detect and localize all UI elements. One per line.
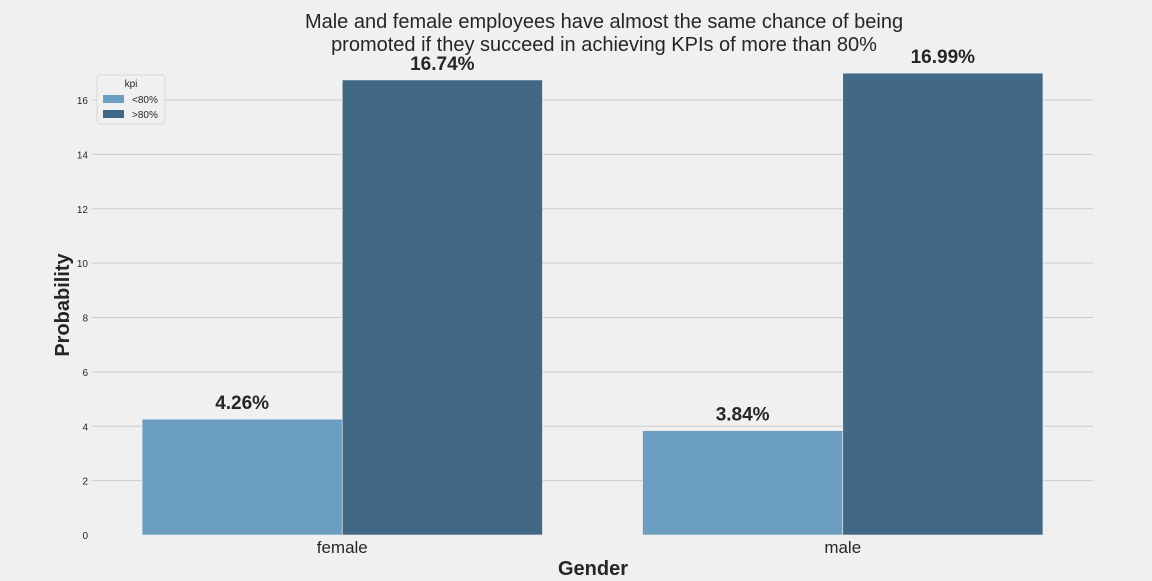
x-tick-labels: female male	[317, 538, 861, 557]
data-label-male-under-80: 3.84%	[716, 405, 770, 426]
chart-title-line-1: Male and female employees have almost th…	[305, 11, 903, 33]
y-tick-label-14: 14	[77, 150, 89, 161]
y-tick-label-0: 0	[82, 531, 88, 542]
y-tick-label-10: 10	[77, 259, 89, 270]
y-tick-label-6: 6	[82, 368, 88, 379]
data-label-female-over-80: 16.74%	[410, 54, 475, 75]
data-label-male-over-80: 16.99%	[911, 47, 976, 68]
legend-entry-under-80: <80%	[132, 95, 158, 106]
y-tick-label-12: 12	[77, 205, 89, 216]
chart-title-line-2: promoted if they succeed in achieving KP…	[331, 34, 877, 56]
y-tick-labels: 0 2 4 6 8 10 12 14 16	[77, 96, 89, 542]
bar-female-over-80	[341, 79, 543, 536]
bars	[141, 72, 1044, 536]
x-tick-label-female: female	[317, 538, 368, 557]
bar-male-under-80	[642, 430, 844, 536]
y-tick-label-8: 8	[82, 314, 88, 325]
bar-female-under-80	[141, 418, 343, 536]
legend-swatch-over-80	[103, 110, 124, 118]
y-tick-label-16: 16	[77, 96, 89, 107]
legend-title: kpi	[125, 79, 138, 90]
legend-entry-over-80: >80%	[132, 110, 158, 121]
bar-male-over-80	[842, 72, 1044, 536]
legend-swatch-under-80	[103, 95, 124, 103]
y-axis-label: Probability	[52, 252, 74, 356]
data-labels: 4.26% 16.74% 3.84% 16.99%	[215, 47, 975, 425]
data-label-female-under-80: 4.26%	[215, 393, 269, 414]
y-tick-label-4: 4	[82, 422, 88, 433]
x-tick-label-male: male	[824, 538, 861, 557]
y-tick-label-2: 2	[82, 477, 88, 488]
legend: kpi <80% >80%	[96, 74, 166, 125]
x-axis-label: Gender	[558, 558, 628, 576]
